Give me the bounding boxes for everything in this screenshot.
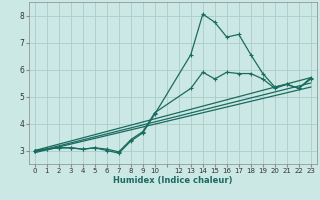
X-axis label: Humidex (Indice chaleur): Humidex (Indice chaleur) <box>113 176 233 185</box>
